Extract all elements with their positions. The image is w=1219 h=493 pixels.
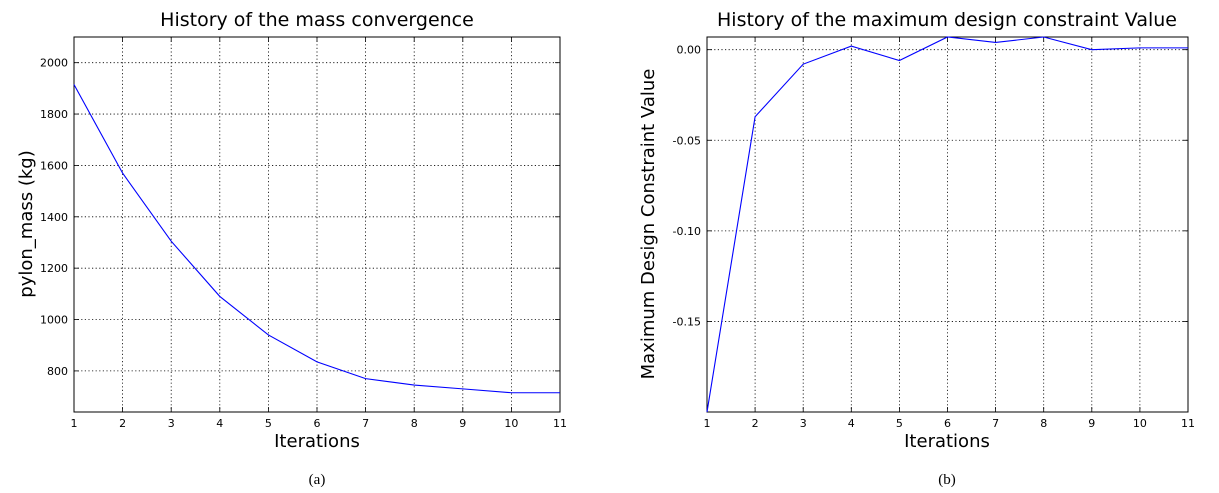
series-line	[73, 84, 560, 394]
x-tick-label: 3	[800, 417, 807, 430]
chart-a-grid	[74, 37, 560, 412]
chart-a-ylabel: pylon_mass (kg)	[16, 150, 37, 297]
x-tick-label: 3	[168, 417, 175, 430]
series-line	[706, 36, 1188, 413]
x-tick-label: 11	[553, 417, 567, 430]
y-tick-label: 1600	[40, 159, 68, 172]
x-tick-label: 2	[752, 417, 759, 430]
y-tick-label: 1400	[40, 211, 68, 224]
y-tick-label: 1800	[40, 108, 68, 121]
x-tick-label: 9	[459, 417, 466, 430]
chart-b-caption: (b)	[938, 472, 956, 488]
y-tick-label: 800	[47, 365, 68, 378]
x-tick-label: 2	[119, 417, 126, 430]
x-tick-label: 10	[1133, 417, 1147, 430]
chart-a-title: History of the mass convergence	[160, 9, 474, 31]
chart-max-design-constraint: History of the maximum design constraint…	[638, 9, 1195, 488]
x-tick-label: 11	[1181, 417, 1195, 430]
x-tick-label: 9	[1088, 417, 1095, 430]
y-tick-label: -0.10	[673, 225, 701, 238]
chart-b-grid	[707, 37, 1188, 412]
x-tick-label: 4	[216, 417, 223, 430]
y-tick-label: 1000	[40, 314, 68, 327]
chart-b-xlabel: Iterations	[904, 431, 990, 452]
chart-a-xlabel: Iterations	[274, 431, 360, 452]
x-tick-label: 1	[704, 417, 711, 430]
x-tick-label: 5	[265, 417, 272, 430]
x-tick-label: 1	[71, 417, 78, 430]
x-tick-label: 6	[314, 417, 321, 430]
chart-a-ticks: 1 2 3 4 5 6 7 8 9 10 11 800 1000 1200 1400 1600 1800 2000	[40, 37, 567, 430]
chart-b-title: History of the maximum design constraint…	[717, 9, 1177, 31]
chart-b-series	[706, 36, 1188, 413]
chart-b-ticks: 1 2 3 4 5 6 7 8 9 10 11 -0.15 -0.10 -0.05 0.00	[673, 37, 1195, 430]
chart-a-caption: (a)	[309, 472, 326, 488]
x-tick-label: 6	[944, 417, 951, 430]
x-tick-label: 4	[848, 417, 855, 430]
x-tick-label: 5	[896, 417, 903, 430]
y-tick-label: -0.15	[673, 315, 701, 328]
x-tick-label: 7	[992, 417, 999, 430]
x-tick-label: 10	[504, 417, 518, 430]
y-tick-label: 2000	[40, 57, 68, 70]
y-tick-label: 1200	[40, 262, 68, 275]
chart-mass-convergence: History of the mass convergence 1 2 3 4 5 6 7 8…	[16, 9, 567, 488]
x-tick-label: 8	[411, 417, 418, 430]
y-tick-label: 0.00	[677, 44, 702, 57]
x-tick-label: 8	[1040, 417, 1047, 430]
y-tick-label: -0.05	[673, 134, 701, 147]
chart-b-ylabel: Maximum Design Constraint Value	[638, 69, 659, 380]
x-tick-label: 7	[362, 417, 369, 430]
chart-a-series	[73, 84, 560, 394]
